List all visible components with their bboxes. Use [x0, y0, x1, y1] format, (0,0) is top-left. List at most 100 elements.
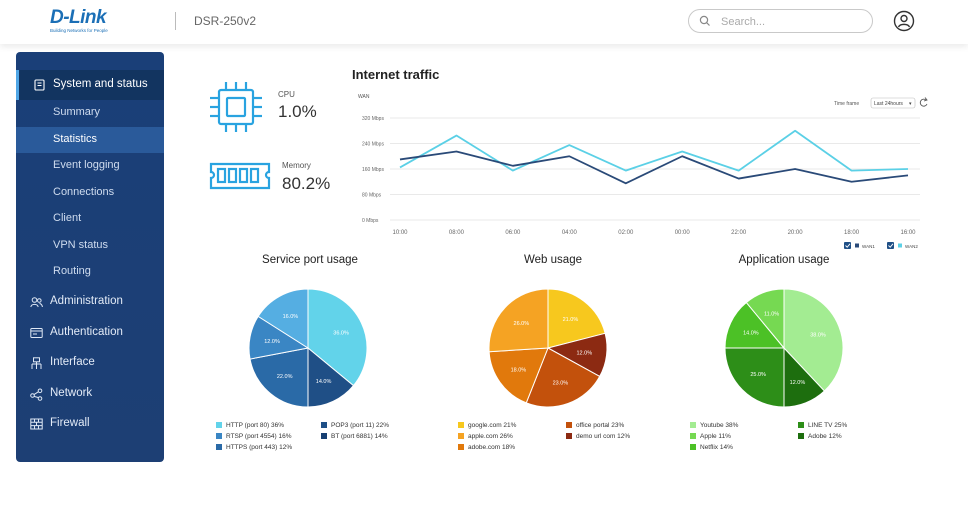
pie-slice[interactable] [724, 347, 785, 408]
x-tick-label: 16:00 [900, 230, 916, 236]
legend-item: office portal 23% [566, 422, 624, 429]
legend-label: HTTPS (port 443) 12% [226, 444, 293, 451]
pie-slice[interactable] [249, 347, 309, 408]
search-box[interactable] [688, 9, 873, 33]
user-account-icon[interactable] [893, 10, 915, 32]
pie-slice[interactable] [525, 347, 601, 408]
checkbox-icon[interactable] [844, 242, 851, 249]
pie-slice[interactable] [547, 288, 606, 349]
y-tick-label: 320 Mbps [362, 116, 384, 122]
legend-swatch [566, 433, 572, 439]
legend-wan2[interactable]: WAN2 [887, 242, 918, 249]
slice-label: 26.0% [514, 321, 530, 327]
legend-swatch [690, 444, 696, 450]
sidebar-item-network[interactable]: Network [16, 379, 164, 409]
legend-label: google.com 21% [468, 422, 517, 429]
sidebar-item-label: Interface [50, 356, 95, 368]
slice-label: 38.0% [810, 333, 826, 339]
x-tick-label: 02:00 [618, 230, 634, 236]
slice-label: 23.0% [553, 380, 569, 386]
x-tick-label: 22:00 [731, 230, 747, 236]
sidebar-item-event-logging[interactable]: Event logging [16, 153, 164, 179]
legend-label: LINE TV 25% [808, 422, 848, 429]
legend-label: Youtube 38% [700, 422, 739, 429]
slice-label: 14.0% [316, 379, 332, 385]
sidebar-item-label: Summary [53, 106, 101, 118]
slice-label: 12.0% [264, 339, 280, 345]
users-icon [30, 297, 43, 308]
pie-slice[interactable] [307, 288, 368, 387]
search-input[interactable] [721, 14, 861, 29]
pie-slice[interactable] [724, 301, 786, 349]
series-line-wan1 [399, 150, 909, 185]
sidebar-item-connections[interactable]: Connections [16, 180, 164, 206]
legend-item: Netflix 14% [690, 444, 733, 451]
refresh-icon[interactable] [919, 97, 928, 107]
sidebar-item-label: Routing [53, 265, 91, 277]
slice-label: 11.0% [764, 312, 779, 318]
service-port-usage-title: Service port usage [262, 254, 358, 266]
legend-item: Youtube 38% [690, 422, 738, 429]
logo-tagline: Building Networks for People [50, 28, 108, 33]
memory-value: 80.2% [282, 174, 331, 193]
top-header: D-Link Building Networks for People DSR-… [0, 0, 968, 44]
legend-item: demo url com 12% [566, 433, 630, 440]
sidebar-section-label: System and status [53, 78, 148, 90]
cpu-label: CPU [278, 90, 295, 99]
sidebar-item-administration[interactable]: Administration [16, 287, 164, 317]
sidebar-item-authentication[interactable]: Authentication [16, 318, 164, 348]
sidebar-section-system-status[interactable]: System and status [16, 70, 164, 100]
memory-label: Memory [282, 161, 311, 170]
legend-item: LINE TV 25% [798, 422, 847, 429]
pie-slice[interactable] [488, 347, 549, 404]
sidebar: System and status Summary Statistics Eve… [16, 52, 164, 462]
sidebar-item-statistics[interactable]: Statistics [16, 127, 164, 153]
legend-swatch [216, 444, 222, 450]
legend-item: Adobe 12% [798, 433, 842, 440]
checkbox-icon[interactable] [887, 242, 894, 249]
sidebar-item-interface[interactable]: Interface [16, 348, 164, 378]
sidebar-item-firewall[interactable]: Firewall [16, 409, 164, 439]
time-frame-select[interactable]: Last 24hours ▾ [870, 97, 916, 109]
legend-swatch [855, 243, 859, 248]
legend-label: HTTP (port 80) 36% [226, 422, 285, 429]
sidebar-item-label: Connections [53, 186, 115, 198]
pie-slice[interactable] [745, 288, 785, 350]
pie-slice[interactable] [257, 288, 309, 349]
dlink-logo[interactable]: D-Link Building Networks for People [50, 8, 128, 35]
pie-slice[interactable] [307, 346, 355, 408]
sidebar-item-routing[interactable]: Routing [16, 259, 164, 285]
cpu-stat: CPU 1.0% [206, 78, 346, 138]
slice-label: 22.0% [277, 374, 293, 380]
pie-slice[interactable] [488, 288, 549, 353]
internet-traffic-chart: WAN Time frame Last 24hours ▾ 0 Mbps 80 M… [358, 94, 928, 249]
series-line-wan2 [399, 129, 909, 172]
sidebar-item-client[interactable]: Client [16, 206, 164, 232]
slice-label: 12.0% [790, 380, 806, 386]
y-tick-label: 160 Mbps [362, 167, 384, 173]
legend-swatch [690, 422, 696, 428]
legend-item: google.com 21% [458, 422, 516, 429]
legend-swatch [458, 422, 464, 428]
search-icon [699, 15, 710, 26]
sidebar-item-label: Statistics [53, 133, 98, 145]
cpu-value: 1.0% [278, 102, 317, 121]
sidebar-item-vpn-status[interactable]: VPN status [16, 233, 164, 259]
x-tick-label: 08:00 [449, 230, 465, 236]
legend-label: WAN1 [862, 244, 875, 249]
legend-wan1[interactable]: WAN1 [844, 242, 875, 249]
memory-stat: Memory 80.2% [208, 156, 348, 196]
web-usage-title: Web usage [524, 254, 582, 266]
pie-slice[interactable] [783, 288, 844, 392]
slice-label: 18.0% [511, 368, 527, 374]
sidebar-item-summary[interactable]: Summary [16, 100, 164, 126]
application-usage-pie: 38.0% 12.0% 25.0% 14.0% 11.0% [724, 288, 844, 408]
x-tick-label: 20:00 [788, 230, 804, 236]
firewall-icon [30, 418, 43, 430]
sidebar-item-label: Event logging [53, 159, 120, 171]
legend-label: WAN2 [905, 244, 918, 249]
legend-label: adobe.com 18% [468, 444, 515, 451]
sidebar-item-label: Network [50, 387, 93, 399]
legend-item: RTSP (port 4554) 16% [216, 433, 292, 440]
chevron-down-icon: ▾ [909, 101, 912, 107]
